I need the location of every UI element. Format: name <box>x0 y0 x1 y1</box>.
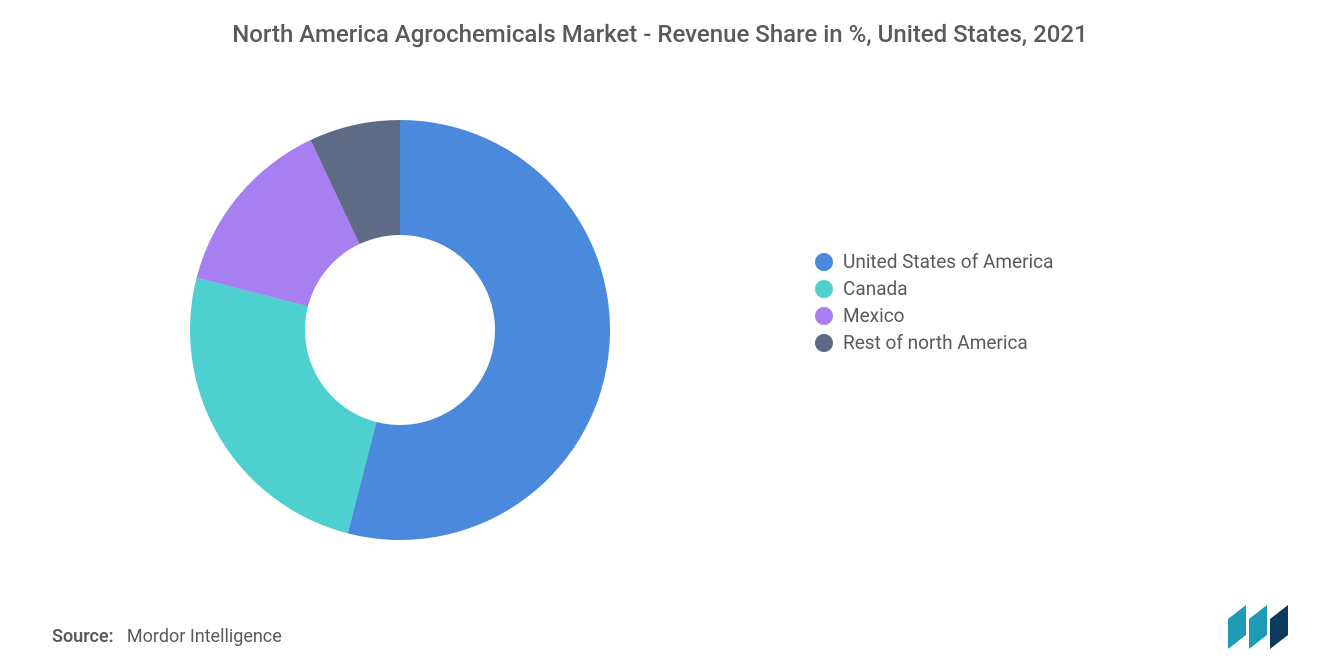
legend-label: Rest of north America <box>843 331 1028 354</box>
donut-chart <box>185 115 615 545</box>
chart-container: North America Agrochemicals Market - Rev… <box>0 0 1320 665</box>
legend-label: United States of America <box>843 250 1053 273</box>
legend-item-rest: Rest of north America <box>815 331 1053 354</box>
legend: United States of America Canada Mexico R… <box>815 250 1053 354</box>
donut-slice <box>190 278 376 534</box>
legend-item-usa: United States of America <box>815 250 1053 273</box>
legend-swatch-icon <box>815 253 833 271</box>
legend-label: Canada <box>843 277 908 300</box>
chart-title: North America Agrochemicals Market - Rev… <box>0 18 1320 50</box>
source-value: Mordor Intelligence <box>127 626 282 647</box>
brand-logo-icon <box>1228 605 1290 653</box>
legend-swatch-icon <box>815 334 833 352</box>
legend-swatch-icon <box>815 280 833 298</box>
legend-item-canada: Canada <box>815 277 1053 300</box>
legend-swatch-icon <box>815 307 833 325</box>
legend-label: Mexico <box>843 304 905 327</box>
source-label: Source: <box>52 626 114 647</box>
source-attribution: Source: Mordor Intelligence <box>52 626 282 647</box>
legend-item-mexico: Mexico <box>815 304 1053 327</box>
